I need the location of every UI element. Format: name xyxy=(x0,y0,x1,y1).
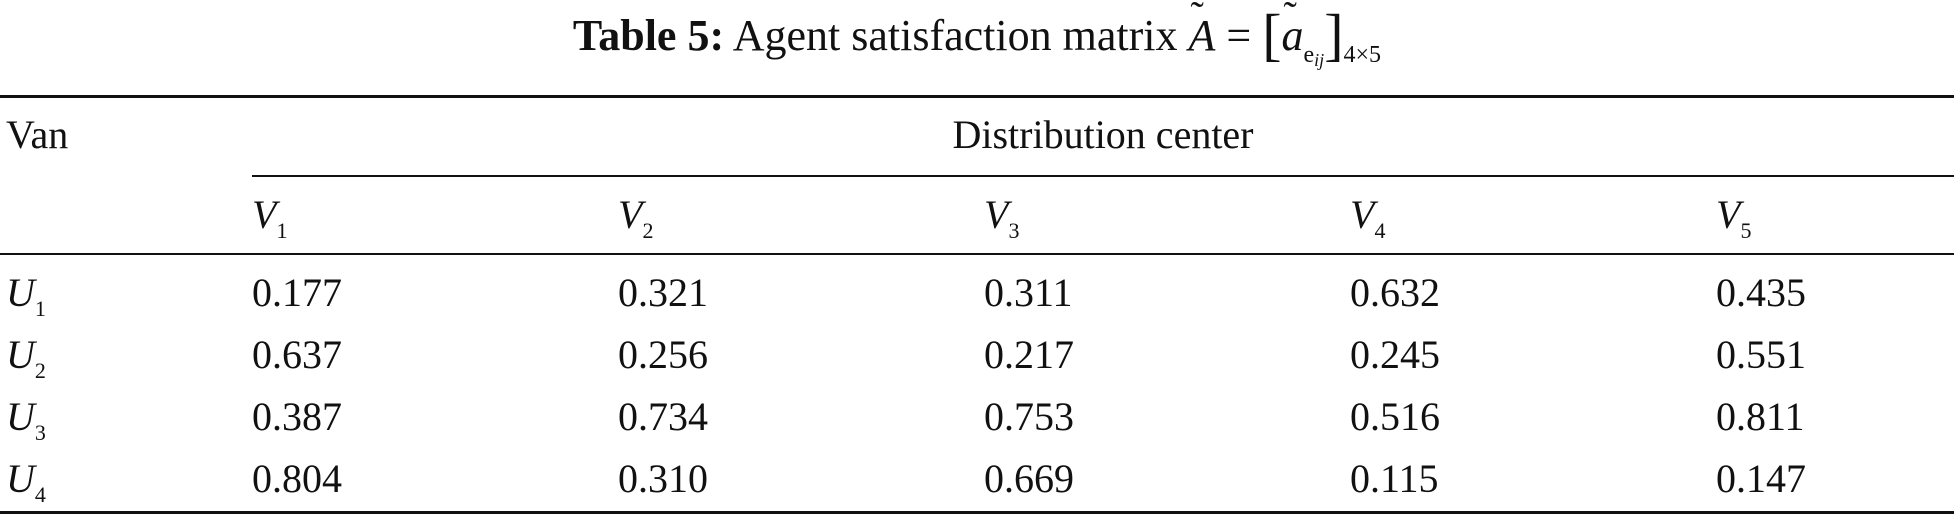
column-header-v1: V1 xyxy=(252,192,288,243)
table-caption: Table 5: Agent satisfaction matrix ˜ A = … xyxy=(0,0,1954,90)
column-header-v4: V4 xyxy=(1350,192,1386,243)
matrix-symbol: ˜ A xyxy=(1188,0,1216,60)
top-rule xyxy=(0,95,1954,98)
table-cell: 0.321 xyxy=(618,270,708,315)
caption-text: Agent satisfaction matrix xyxy=(732,11,1178,60)
row-label-u1: U1 xyxy=(6,270,46,321)
right-bracket: ] xyxy=(1324,2,1344,67)
table-cell: 0.804 xyxy=(252,456,342,501)
table-cell: 0.435 xyxy=(1716,270,1806,315)
element-subscript: e xyxy=(1303,42,1315,68)
table-cell: 0.245 xyxy=(1350,332,1440,377)
bottom-rule xyxy=(0,511,1954,514)
table-cell: 0.551 xyxy=(1716,332,1806,377)
row-label-u2: U2 xyxy=(6,332,46,383)
column-header-v5: V5 xyxy=(1716,192,1752,243)
table-cell: 0.753 xyxy=(984,394,1074,439)
table-cell: 0.256 xyxy=(618,332,708,377)
group-header-distribution-center: Distribution center xyxy=(952,112,1254,157)
table-cell: 0.310 xyxy=(618,456,708,501)
table-cell: 0.632 xyxy=(1350,270,1440,315)
table-cell: 0.811 xyxy=(1716,394,1805,439)
table-label: Table 5: xyxy=(572,11,725,60)
table-cell: 0.217 xyxy=(984,332,1074,377)
column-header-v2: V2 xyxy=(618,192,654,243)
table-cell: 0.177 xyxy=(252,270,342,315)
column-header-v3: V3 xyxy=(984,192,1020,243)
table-cell: 0.147 xyxy=(1716,456,1806,501)
matrix-dimension: 4×5 xyxy=(1343,42,1382,68)
element-sub-subscript: ij xyxy=(1314,50,1325,70)
table-cell: 0.387 xyxy=(252,394,342,439)
header-rule xyxy=(0,253,1954,255)
table-cell: 0.637 xyxy=(252,332,342,377)
table-cell: 0.311 xyxy=(984,270,1073,315)
left-bracket: [ xyxy=(1262,2,1282,67)
table-cell: 0.516 xyxy=(1350,394,1440,439)
matrix-element: ˜ a xyxy=(1281,0,1304,60)
group-header-rule xyxy=(252,175,1954,177)
table-cell: 0.669 xyxy=(984,456,1074,501)
table-cell: 0.734 xyxy=(618,394,708,439)
row-label-u3: U3 xyxy=(6,394,46,445)
table-cell: 0.115 xyxy=(1350,456,1439,501)
equals-sign: = xyxy=(1226,11,1252,60)
row-label-u4: U4 xyxy=(6,456,46,507)
row-header-van: Van xyxy=(6,112,69,157)
